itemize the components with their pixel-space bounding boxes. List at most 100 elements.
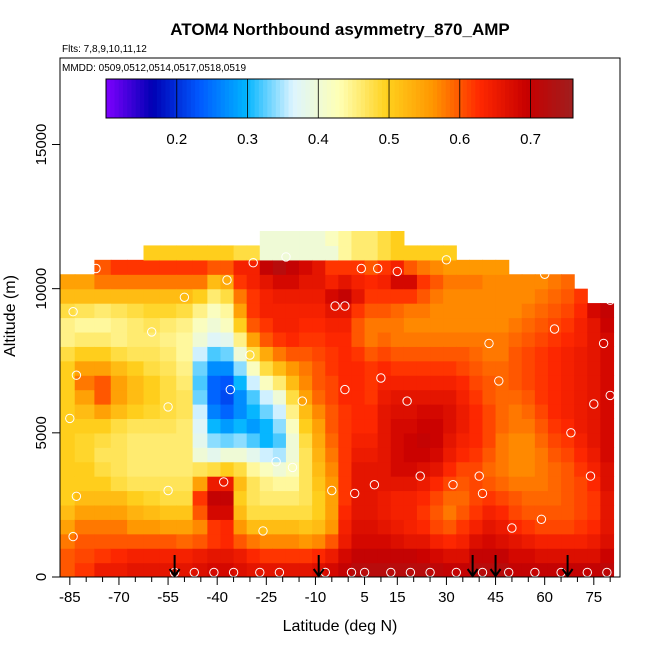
heat-cell <box>127 331 145 347</box>
heat-cell <box>94 274 112 290</box>
heat-cell <box>176 317 194 333</box>
heat-cell <box>547 432 562 448</box>
heat-cell <box>94 418 112 434</box>
heat-cell <box>312 461 326 477</box>
heat-cell <box>430 317 444 333</box>
heat-cell <box>351 331 366 347</box>
heat-cell <box>338 274 353 290</box>
sample-point <box>71 491 82 501</box>
heat-cell <box>220 375 235 391</box>
heat-cell <box>272 447 287 463</box>
heat-cell <box>469 303 484 319</box>
heat-cell <box>272 375 287 391</box>
heat-cell <box>416 259 431 275</box>
heat-cell <box>547 476 562 492</box>
heat-cell <box>285 432 300 448</box>
heat-cell <box>456 360 470 376</box>
heat-cell <box>508 533 523 549</box>
heat-cell <box>403 447 418 463</box>
colorbar-swatch <box>331 79 336 118</box>
heat-cell <box>285 389 300 405</box>
heat-cell <box>259 432 274 448</box>
sample-point <box>65 413 75 424</box>
colorbar-swatch <box>526 79 532 118</box>
colorbar-swatch <box>407 79 413 118</box>
heat-cell <box>403 476 418 492</box>
heat-cell <box>110 519 128 535</box>
heat-cell <box>495 490 510 506</box>
heat-cell <box>443 562 457 577</box>
heat-cell <box>390 274 405 290</box>
heat-cell <box>259 562 274 577</box>
heat-cell <box>430 432 444 448</box>
heat-cell <box>469 259 484 275</box>
heat-cell <box>600 432 615 448</box>
heat-cell <box>521 461 536 477</box>
heat-cell <box>508 418 523 434</box>
heat-cell <box>285 418 300 434</box>
heat-cell <box>259 245 274 261</box>
heat-cell <box>272 259 287 275</box>
heat-cell <box>587 303 601 319</box>
heat-cell <box>338 346 353 362</box>
colorbar-swatch <box>114 79 120 118</box>
sample-point <box>598 338 609 349</box>
heat-cell <box>430 447 444 463</box>
flight-arrow <box>168 555 181 578</box>
heat-cell <box>403 375 418 391</box>
heat-cell <box>495 331 510 347</box>
heat-cell <box>377 476 392 492</box>
colorbar-swatch <box>534 79 540 118</box>
heat-cell <box>416 303 431 319</box>
colorbar-swatch <box>131 79 137 118</box>
heat-cell <box>60 375 76 391</box>
heat-cell <box>416 375 431 391</box>
heat-cell <box>127 504 145 520</box>
heat-cell <box>143 259 161 275</box>
heat-cell <box>587 519 601 535</box>
heat-cell <box>325 404 339 420</box>
heat-cell <box>351 375 366 391</box>
heat-cell <box>220 418 235 434</box>
sample-point <box>222 275 232 285</box>
heat-cell <box>176 259 194 275</box>
colorbar-swatch <box>496 79 502 118</box>
heat-cell <box>299 389 313 405</box>
sample-point <box>415 471 425 481</box>
colorbar-tick-label: 0.6 <box>449 131 470 148</box>
heat-cell <box>159 519 177 535</box>
colorbar-swatch <box>403 79 408 118</box>
heat-cell <box>364 331 379 347</box>
heat-cell <box>233 331 248 347</box>
heat-cell <box>495 562 510 577</box>
sample-point <box>245 350 255 360</box>
heat-cell <box>325 288 339 304</box>
heat-cell <box>74 504 95 520</box>
heat-cell <box>325 461 339 477</box>
heat-cell <box>534 389 549 405</box>
heat-cell <box>364 346 379 362</box>
heat-cell <box>127 418 145 434</box>
heat-cell <box>443 519 457 535</box>
heat-cell <box>364 389 379 405</box>
heat-cell <box>127 317 145 333</box>
colorbar-swatch <box>347 79 353 118</box>
heat-cell <box>338 389 353 405</box>
colorbar-swatch <box>492 79 498 118</box>
heat-cell <box>390 476 405 492</box>
colorbar-swatch <box>560 79 566 118</box>
sample-point <box>163 402 173 412</box>
sample-point <box>448 480 458 490</box>
heat-cell <box>351 231 366 247</box>
colorbar-swatch <box>441 79 447 118</box>
x-tick-label: 30 <box>438 589 455 606</box>
colorbar-swatch <box>543 79 549 118</box>
heat-cell <box>207 490 222 506</box>
heat-cell <box>312 317 326 333</box>
heat-cell <box>207 288 222 304</box>
heat-cell <box>127 389 145 405</box>
heat-cell <box>207 274 222 290</box>
heat-cell <box>377 562 392 577</box>
heat-cell <box>312 360 326 376</box>
heat-cell <box>94 346 112 362</box>
